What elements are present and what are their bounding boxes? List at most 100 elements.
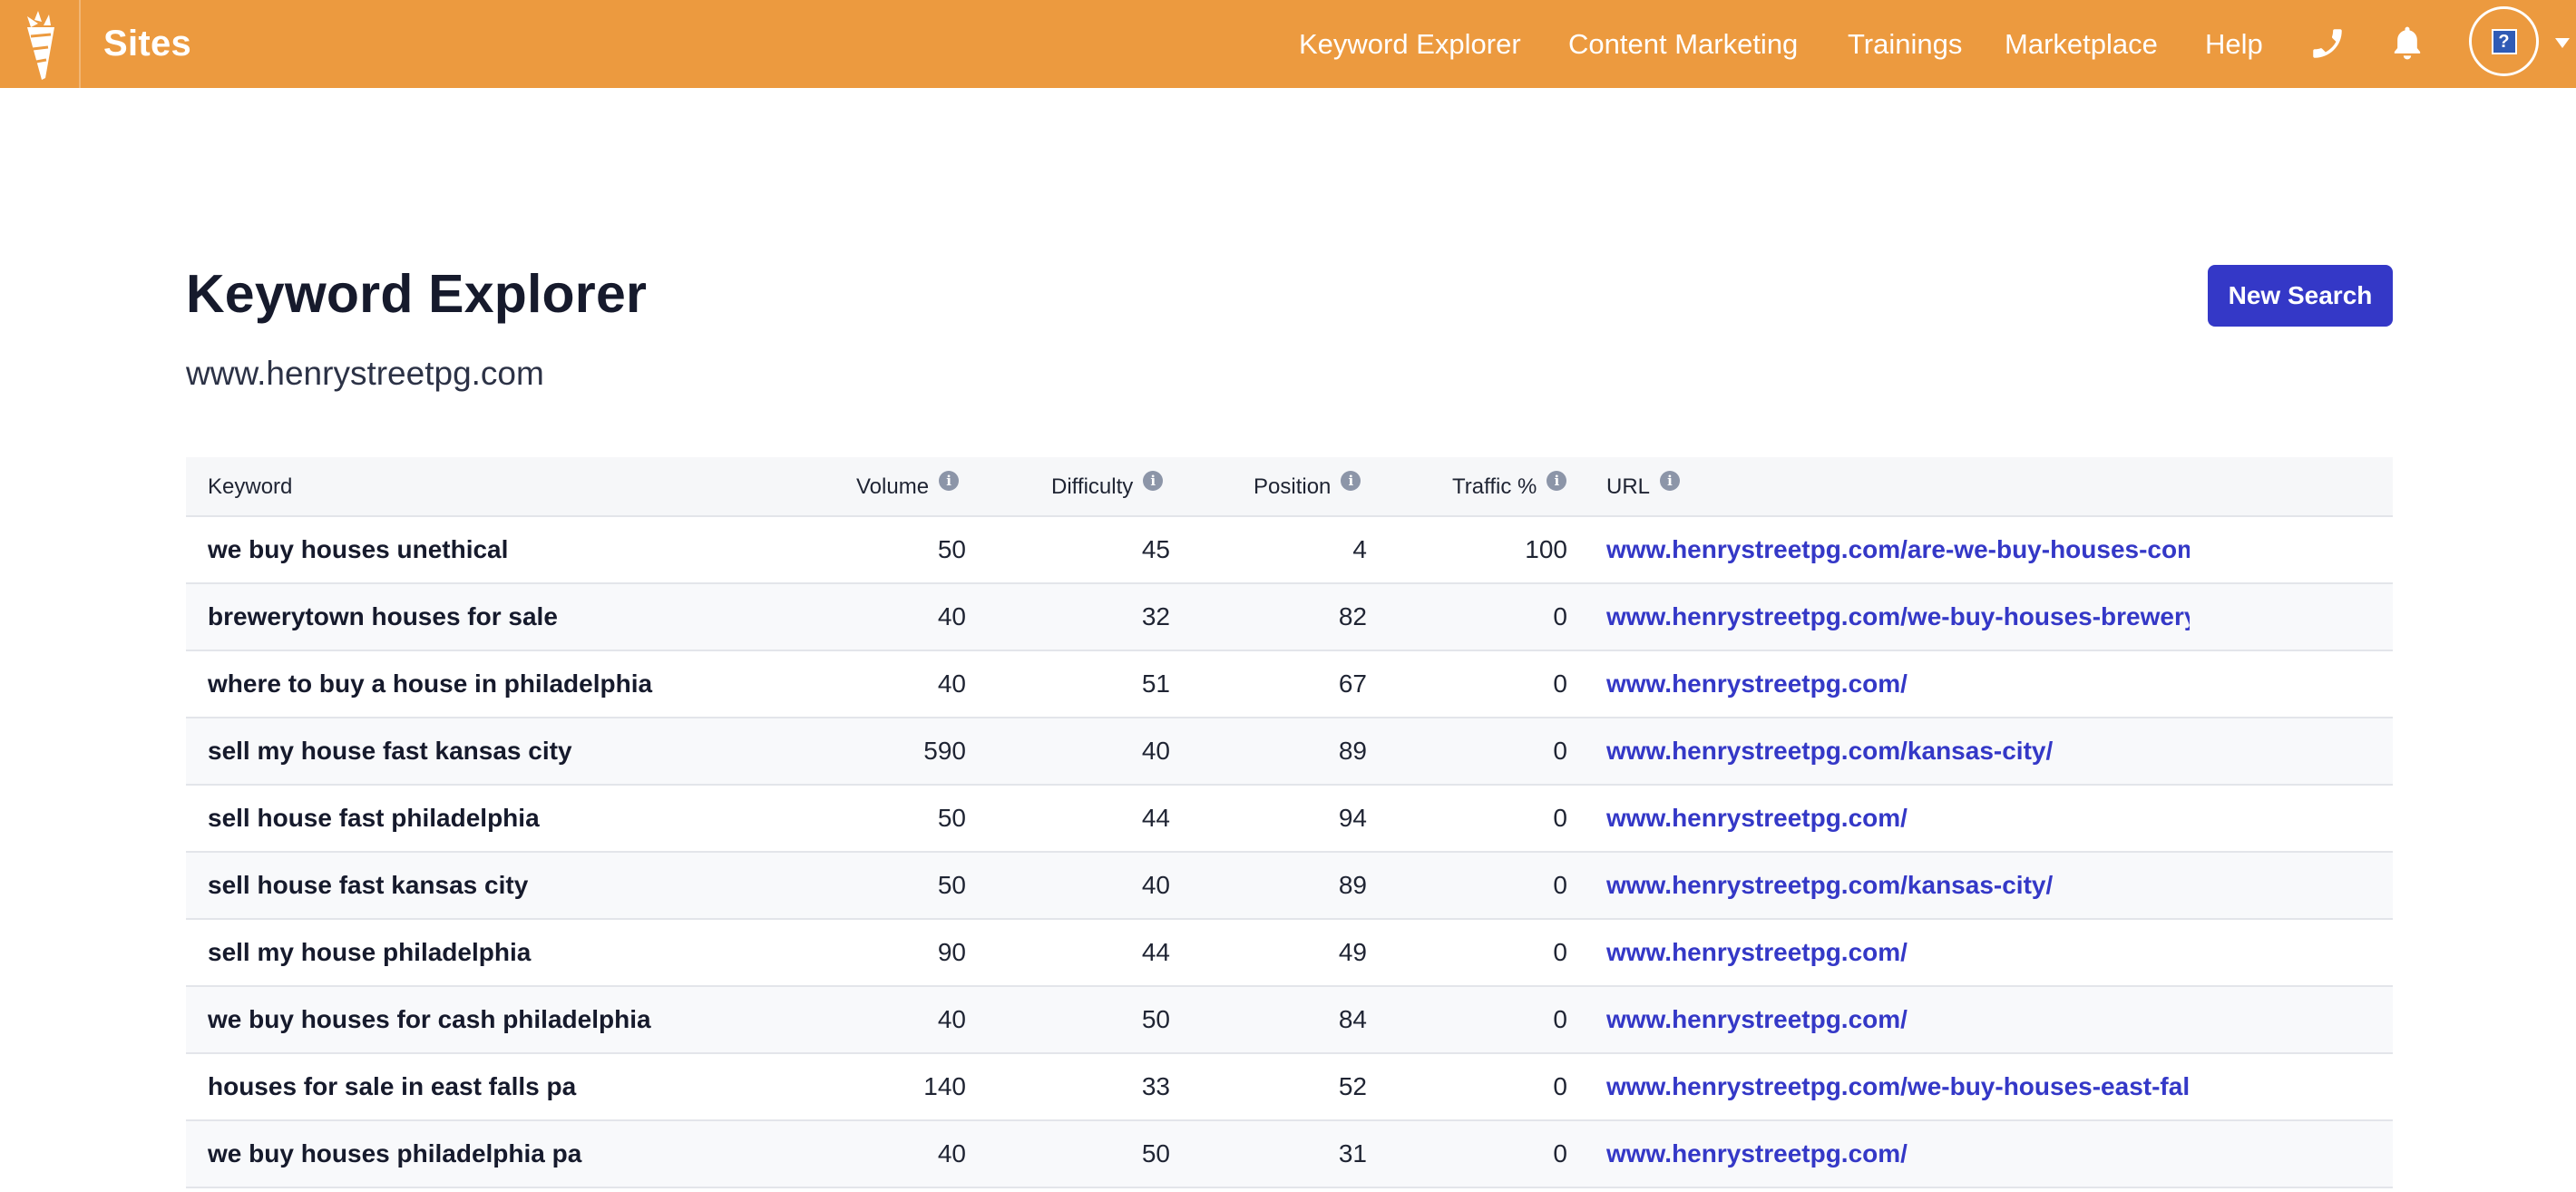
nav-trainings[interactable]: Trainings [1848,28,1963,60]
traffic-cell: 100 [1525,535,1567,563]
column-header-difficulty-label: Difficulty [1051,474,1134,499]
keyword-cell: sell my house philadelphia [208,938,532,966]
new-search-button[interactable]: New Search [2208,265,2393,327]
difficulty-cell: 44 [1141,938,1170,966]
difficulty-cell: 33 [1141,1072,1170,1100]
difficulty-cell: 40 [1141,871,1170,899]
volume-cell: 90 [937,938,966,966]
volume-cell: 50 [937,535,966,563]
keyword-cell: we buy houses unethical [208,535,509,563]
difficulty-cell: 51 [1141,669,1170,698]
top-navigation-bar: Sites Keyword Explorer Content Marketing… [0,0,2576,88]
column-header-volume-label: Volume [856,474,930,499]
traffic-cell: 0 [1553,737,1567,765]
info-icon[interactable]: i [1143,471,1164,491]
url-link[interactable]: www.henrystreetpg.com/kansas-city/ [1606,871,2054,899]
table-row: we buy houses unethical 50 45 4 100 www.… [186,517,2393,584]
keyword-cell: we buy houses for cash philadelphia [208,1005,651,1033]
carrot-logo-icon [26,10,54,80]
position-cell: 84 [1338,1005,1367,1033]
site-domain: www.henrystreetpg.com [186,355,544,392]
traffic-cell: 0 [1553,1139,1567,1168]
table-row: where to buy a house in philadelphia 40 … [186,651,2393,718]
keyword-cell: where to buy a house in philadelphia [208,669,653,698]
volume-cell: 50 [937,871,966,899]
avatar[interactable]: ? [2469,6,2539,76]
volume-cell: 40 [937,669,966,698]
keyword-cell: sell house fast kansas city [208,871,529,899]
chevron-down-icon[interactable] [2552,27,2572,60]
nav-keyword-explorer[interactable]: Keyword Explorer [1299,28,1521,60]
position-cell: 49 [1338,938,1367,966]
column-header-url-label: URL [1606,474,1651,499]
info-icon[interactable]: i [1341,471,1361,491]
url-link[interactable]: www.henrystreetpg.com/ [1606,1005,1908,1033]
volume-cell: 40 [937,1139,966,1168]
difficulty-cell: 32 [1141,602,1170,630]
column-header-position[interactable]: Position i [1254,457,1361,517]
info-icon[interactable]: i [939,471,960,491]
table-row: sell house fast kansas city 50 40 89 0 w… [186,853,2393,920]
position-cell: 67 [1338,669,1367,698]
volume-cell: 40 [937,602,966,630]
url-link[interactable]: www.henrystreetpg.com/kansas-city/ [1606,737,2054,765]
traffic-cell: 0 [1553,669,1567,698]
info-icon[interactable]: i [1547,471,1567,491]
phone-icon[interactable] [2302,18,2353,69]
position-cell: 52 [1338,1072,1367,1100]
position-cell: 31 [1338,1139,1367,1168]
table-row: brewerytown houses for sale 40 32 82 0 w… [186,584,2393,651]
keyword-cell: sell my house fast kansas city [208,737,572,765]
position-cell: 89 [1338,737,1367,765]
column-header-traffic-label: Traffic % [1452,474,1537,499]
info-icon[interactable]: i [1660,471,1681,491]
nav-marketplace[interactable]: Marketplace [2005,28,2158,60]
brand-name[interactable]: Sites [103,24,192,64]
page-title: Keyword Explorer [186,264,648,324]
difficulty-cell: 50 [1141,1005,1170,1033]
column-header-url[interactable]: URL i [1606,457,1681,517]
logo[interactable] [0,0,81,88]
bell-icon[interactable] [2382,18,2433,69]
volume-cell: 50 [937,804,966,832]
volume-cell: 590 [923,737,966,765]
table-row: sell my house fast kansas city 590 40 89… [186,718,2393,786]
traffic-cell: 0 [1553,602,1567,630]
difficulty-cell: 45 [1141,535,1170,563]
url-link[interactable]: www.henrystreetpg.com/we-buy-houses-brew… [1606,602,2190,630]
column-header-keyword[interactable]: Keyword [208,457,292,517]
table-row: houses for sale in east falls pa 140 33 … [186,1054,2393,1121]
volume-cell: 40 [937,1005,966,1033]
url-link[interactable]: www.henrystreetpg.com/we-buy-houses-east… [1606,1072,2190,1100]
table-header: Keyword Volume i Difficulty i Position i… [186,457,2393,517]
keyword-cell: we buy houses philadelphia pa [208,1139,582,1168]
volume-cell: 140 [923,1072,966,1100]
position-cell: 4 [1352,535,1367,563]
url-link[interactable]: www.henrystreetpg.com/are-we-buy-houses-… [1606,535,2190,563]
url-link[interactable]: www.henrystreetpg.com/ [1606,669,1908,698]
url-link[interactable]: www.henrystreetpg.com/ [1606,938,1908,966]
keyword-cell: brewerytown houses for sale [208,602,558,630]
nav-content-marketing[interactable]: Content Marketing [1568,28,1799,60]
column-header-position-label: Position [1254,474,1332,499]
difficulty-cell: 44 [1141,804,1170,832]
difficulty-cell: 40 [1141,737,1170,765]
column-header-keyword-label: Keyword [208,474,293,499]
avatar-image: ? [2491,28,2517,54]
url-link[interactable]: www.henrystreetpg.com/ [1606,804,1908,832]
position-cell: 89 [1338,871,1367,899]
keyword-table: Keyword Volume i Difficulty i Position i… [186,457,2393,1188]
position-cell: 94 [1338,804,1367,832]
traffic-cell: 0 [1553,1005,1567,1033]
column-header-difficulty[interactable]: Difficulty i [1051,457,1164,517]
column-header-volume[interactable]: Volume i [856,457,960,517]
position-cell: 82 [1338,602,1367,630]
nav-help[interactable]: Help [2205,28,2263,60]
keyword-cell: sell house fast philadelphia [208,804,540,832]
traffic-cell: 0 [1553,1072,1567,1100]
table-row: we buy houses philadelphia pa 40 50 31 0… [186,1121,2393,1188]
url-link[interactable]: www.henrystreetpg.com/ [1606,1139,1908,1168]
column-header-traffic[interactable]: Traffic % i [1452,457,1567,517]
table-row: sell house fast philadelphia 50 44 94 0 … [186,786,2393,853]
traffic-cell: 0 [1553,871,1567,899]
